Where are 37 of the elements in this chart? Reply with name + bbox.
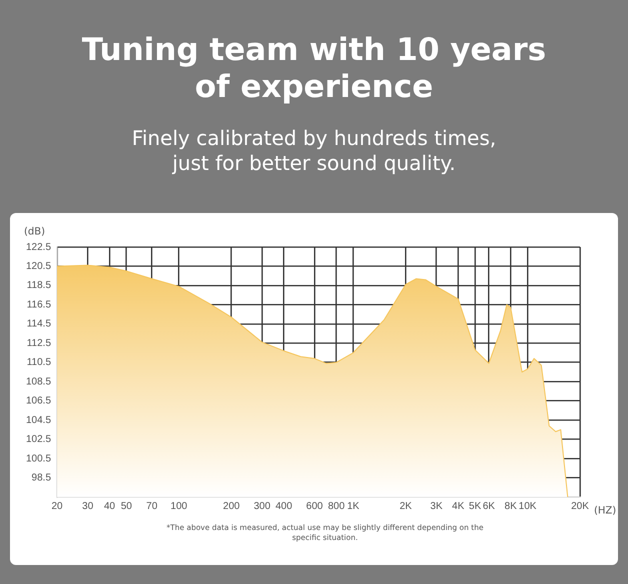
x-tick-label: 200: [223, 500, 240, 512]
y-tick-label: 112.5: [26, 338, 52, 349]
x-tick-label: 70: [146, 500, 158, 512]
y-tick-label: 122.5: [26, 242, 52, 253]
x-tick-label: 40: [104, 500, 116, 512]
x-tick-label: 1K: [347, 500, 360, 512]
x-tick-label: 20: [51, 500, 64, 512]
x-tick-label: 100: [170, 500, 188, 512]
y-tick-label: 104.5: [26, 414, 52, 426]
x-tick-label: 800: [328, 500, 346, 512]
y-tick-label: 114.5: [26, 318, 52, 330]
y-tick-label: 118.5: [26, 280, 52, 292]
x-tick-label: 600: [306, 500, 324, 512]
x-tick-label: 30: [82, 500, 94, 512]
y-tick-label: 108.5: [26, 376, 52, 388]
y-tick-label: 100.5: [26, 453, 52, 464]
x-axis-title: (HZ): [594, 506, 616, 517]
x-tick-label: 2K: [400, 500, 412, 512]
x-tick-label: 400: [275, 500, 293, 512]
x-tick-label: 10K: [518, 500, 537, 512]
x-tick-label: 5K: [468, 500, 482, 512]
x-tick-label: 300: [254, 500, 271, 512]
y-tick-label: 106.5: [26, 396, 52, 407]
x-tick-label: 6K: [482, 500, 496, 512]
y-tick-label: 98.5: [32, 472, 52, 484]
chart-subtitle: Finely calibrated by hundreds times, just for better sound quality.: [130, 126, 498, 176]
chart-title: Tuning team with 10 years of experience: [80, 32, 548, 106]
y-tick-label: 116.5: [26, 299, 52, 310]
y-tick-label: 102.5: [26, 434, 52, 446]
x-tick-label: 50: [120, 500, 132, 512]
x-tick-label: 3K: [430, 500, 443, 512]
x-tick-label: 4K: [452, 500, 465, 512]
x-tick-label: 20K: [571, 500, 590, 512]
y-tick-label: 110.5: [26, 357, 52, 368]
y-tick-label: 120.5: [26, 260, 52, 272]
y-axis-title: (dB): [24, 226, 46, 238]
x-tick-label: 8K: [504, 500, 518, 512]
